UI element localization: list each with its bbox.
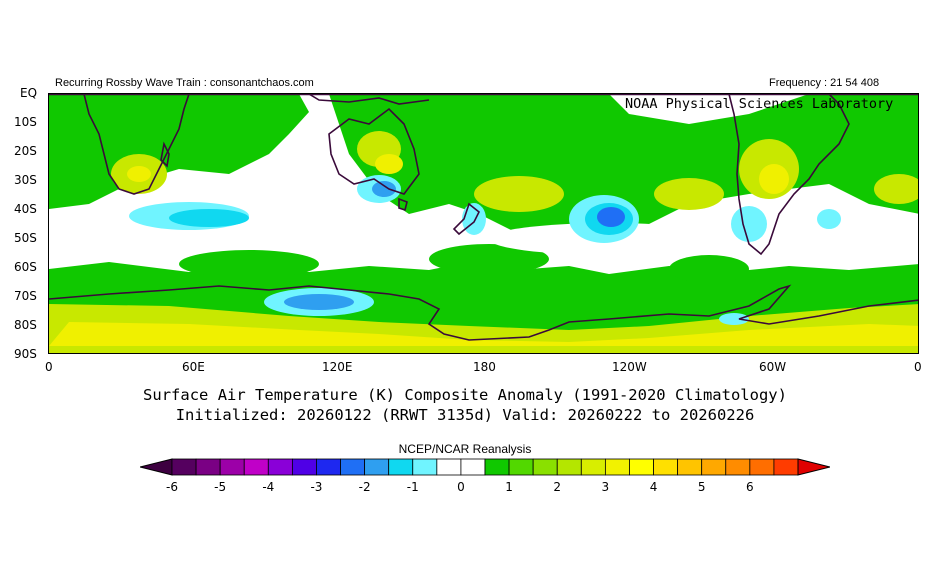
colorbar-cell: [532, 458, 558, 476]
colorbar-tick-label: -1: [406, 480, 419, 494]
coast-africa: [83, 94, 190, 195]
colorbar-cell: [460, 458, 486, 476]
colorbar-tick-label: -3: [310, 480, 323, 494]
x-tick-120e: 120E: [322, 360, 353, 374]
colorbar-cell: [412, 458, 438, 476]
map-title-line2: Initialized: 20260122 (RRWT 3135d) Valid…: [175, 406, 755, 424]
colorbar-tick-label: 1: [505, 480, 513, 494]
colorbar-cell: [653, 458, 679, 476]
map-title-line1: Surface Air Temperature (K) Composite An…: [143, 386, 787, 404]
anomaly-cold-antarctic-coast-core: [284, 294, 354, 310]
y-tick-70s: 70S: [14, 289, 37, 303]
y-tick-60s: 60S: [14, 260, 37, 274]
colorbar-left-arrow: [140, 458, 173, 476]
anomaly-cold-south-australia-core: [372, 181, 396, 197]
anomaly-pacific-warm-a: [474, 176, 564, 212]
colorbar-cell: [749, 458, 775, 476]
coast-south-america: [728, 94, 850, 256]
noaa-lab-label: NOAA Physical Sciences Laboratory: [625, 96, 894, 112]
colorbar-cell: [291, 458, 317, 476]
colorbar-cell: [340, 458, 366, 476]
colorbar-cell: [773, 458, 799, 476]
coast-australia: [328, 107, 420, 195]
colorbar-cell: [484, 458, 510, 476]
anomaly-australia-warm-core: [375, 154, 403, 174]
colorbar-cell: [388, 458, 414, 476]
y-tick-20s: 20S: [14, 144, 37, 158]
anomaly-africa-warm-core: [127, 166, 151, 182]
y-tick-50s: 50S: [14, 231, 37, 245]
anomaly-white-gap-c: [779, 230, 918, 258]
colorbar-label: NCEP/NCAR Reanalysis: [398, 442, 532, 456]
colorbar-cell: [316, 458, 341, 476]
x-tick-0: 0: [45, 360, 53, 374]
coast-madagascar: [160, 141, 170, 168]
colorbar-cell: [219, 458, 245, 476]
colorbar-tick-label: 3: [601, 480, 610, 494]
colorbar-cell: [677, 458, 703, 476]
anomaly-map: [48, 93, 919, 354]
colorbar-tick-label: 0: [457, 480, 465, 494]
colorbar-tick-label: 6: [746, 480, 754, 494]
colorbar-cell: [436, 458, 462, 476]
colorbar: [140, 458, 830, 476]
y-tick-30s: 30S: [14, 173, 37, 187]
coast-tasmania: [398, 197, 408, 212]
colorbar-cell: [701, 458, 727, 476]
colorbar-cell: [556, 458, 582, 476]
anomaly-map-svg: [49, 94, 918, 353]
x-tick-120w: 120W: [612, 360, 647, 374]
x-tick-180: 180: [473, 360, 496, 374]
colorbar-cell: [604, 458, 630, 476]
header-left-text: Recurring Rossby Wave Train : consonantc…: [55, 77, 314, 89]
anomaly-cold-patagonia: [731, 206, 767, 242]
y-tick-eq: EQ: [20, 86, 38, 100]
colorbar-cell: [580, 458, 606, 476]
colorbar-tick-label: 4: [649, 480, 658, 494]
header-frequency-text: Frequency : 21 54 408: [769, 77, 880, 89]
coastlines: [49, 94, 918, 341]
colorbar-cell: [364, 458, 390, 476]
colorbar-tick-label: -6: [166, 480, 178, 494]
y-tick-80s: 80S: [14, 318, 37, 332]
colorbar-cell: [171, 458, 197, 476]
colorbar-tick-label: 5: [697, 480, 706, 494]
colorbar-tick-label: -5: [214, 480, 227, 494]
x-tick-60w: 60W: [759, 360, 787, 374]
colorbar-tick-label: -4: [262, 480, 275, 494]
x-tick-0-east: 0: [914, 360, 922, 374]
anomaly-cold-south-pacific-core: [597, 207, 625, 227]
anomaly-cold-weddell: [719, 313, 749, 325]
colorbar-cell: [725, 458, 751, 476]
colorbar-cell: [267, 458, 293, 476]
colorbar-cell: [195, 458, 221, 476]
y-tick-90s: 90S: [14, 347, 37, 361]
colorbar-tick-label: 2: [553, 480, 562, 494]
anomaly-green-blob-c: [669, 255, 749, 283]
anomaly-cold-south-atlantic: [817, 209, 841, 229]
x-tick-60e: 60E: [182, 360, 205, 374]
colorbar-cell: [508, 458, 534, 476]
anomaly-pacific-warm-b: [654, 178, 724, 210]
y-tick-10s: 10S: [14, 115, 37, 129]
coast-new-zealand: [452, 202, 481, 236]
colorbar-cell: [629, 458, 654, 476]
colorbar-cells: [171, 458, 799, 476]
anomaly-cold-indian-ocean-core: [169, 209, 249, 227]
coast-indonesia: [308, 94, 430, 105]
anomaly-green-blob-a: [179, 250, 319, 278]
anomaly-atlantic-warm: [874, 174, 918, 204]
y-tick-40s: 40S: [14, 202, 37, 216]
anomaly-south-america-warm-core: [759, 164, 789, 194]
anomaly-yellow-southern-core: [49, 322, 918, 346]
anomaly-green-blob-b: [429, 244, 549, 274]
colorbar-cell: [243, 458, 269, 476]
colorbar-tick-label: -2: [358, 480, 371, 494]
coast-antarctica: [49, 284, 918, 341]
colorbar-right-arrow: [797, 458, 830, 476]
